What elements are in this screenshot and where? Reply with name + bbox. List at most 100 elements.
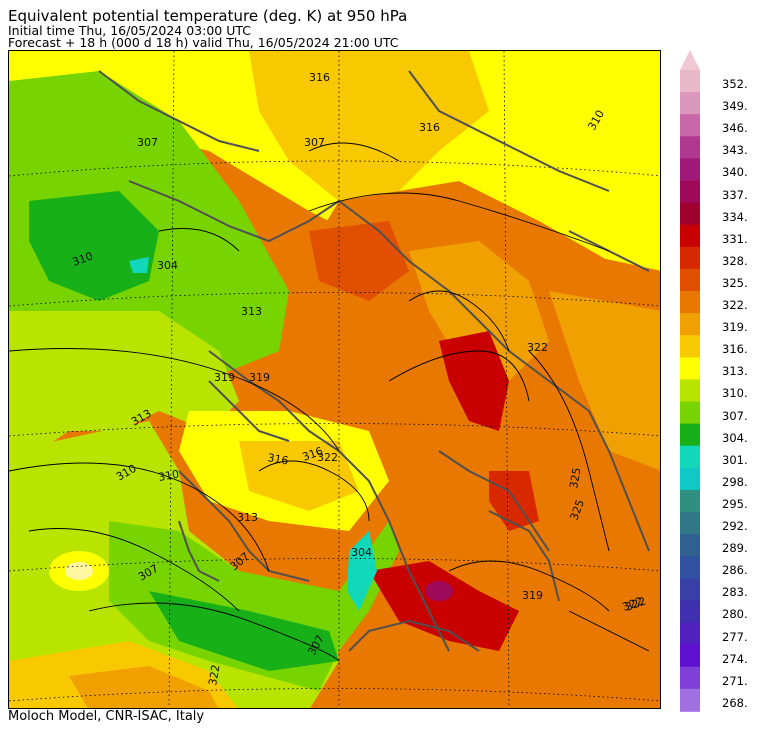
contour-label: 322 — [206, 664, 222, 687]
colorbar-level-label: 304. — [722, 430, 748, 445]
contour-label: 319 — [522, 589, 543, 602]
colorbar-top-arrow — [680, 50, 700, 70]
colorbar-level-label: 301. — [722, 452, 748, 467]
colorbar-level-label: 280. — [722, 607, 748, 622]
colorbar-level-label: 295. — [722, 496, 748, 511]
colorbar-swatch — [680, 224, 700, 248]
colorbar-swatch — [680, 423, 700, 447]
colorbar-swatch — [680, 357, 700, 380]
colorbar-swatch — [680, 379, 700, 402]
colorbar-swatch — [680, 180, 700, 204]
colorbar-level-label: 298. — [722, 474, 748, 489]
colorbar-swatch — [680, 158, 700, 181]
forecast-valid-time: Forecast + 18 h (000 d 18 h) valid Thu, … — [8, 35, 399, 50]
colorbar-level-label: 274. — [722, 651, 748, 666]
colorbar-level-label: 319. — [722, 320, 748, 335]
contour-label: 313 — [241, 305, 262, 318]
colorbar-level-label: 343. — [722, 143, 748, 158]
colorbar-swatch — [680, 70, 700, 93]
colorbar-level-label: 271. — [722, 673, 748, 688]
field-dark-orange-north — [309, 221, 409, 301]
contour-label: 313 — [237, 511, 258, 524]
colorbar-swatch — [680, 512, 700, 535]
colorbar-swatch — [680, 489, 700, 513]
colorbar-level-label: 313. — [722, 364, 748, 379]
field-pale-patch-sw — [65, 562, 93, 580]
contour-label: 322 — [527, 341, 548, 354]
colorbar-swatch — [680, 622, 700, 646]
colorbar-level-label: 307. — [722, 408, 748, 423]
field-dark-green-west — [29, 191, 159, 301]
contour-label: 316 — [309, 71, 330, 84]
contour-label: 322 — [317, 451, 338, 464]
colorbar-swatch — [680, 556, 700, 579]
field-red-core-adriatic — [439, 331, 509, 431]
colorbar — [680, 50, 700, 712]
colorbar-swatch — [680, 688, 700, 712]
colorbar-swatch — [680, 467, 700, 491]
colorbar-swatch — [680, 202, 700, 226]
contour-label: 316 — [266, 451, 289, 467]
field-dark-green-sea — [149, 591, 339, 671]
colorbar-swatch — [680, 401, 700, 425]
colorbar-level-label: 283. — [722, 585, 748, 600]
field-gold-central — [239, 441, 359, 511]
field-gold-north — [249, 51, 489, 201]
colorbar-level-label: 316. — [722, 342, 748, 357]
colorbar-swatch — [680, 578, 700, 601]
colorbar-level-label: 277. — [722, 629, 748, 644]
field-red-core-south — [369, 561, 519, 651]
colorbar-level-label: 334. — [722, 209, 748, 224]
graticule — [9, 51, 660, 708]
field-magenta-core — [425, 581, 453, 601]
contour-label: 325 — [567, 467, 583, 490]
field-amber-east — [409, 241, 549, 381]
chart-title: Equivalent potential temperature (deg. K… — [8, 7, 408, 25]
map-panel: 307 310 313 316 319 322 325 322 316 310 313 307 310 3… — [8, 50, 661, 709]
contour-label: 319 — [249, 371, 270, 384]
colorbar-level-label: 337. — [722, 187, 748, 202]
contour-label: 310 — [157, 468, 180, 484]
colorbar-swatch — [680, 335, 700, 358]
initial-time: Initial time Thu, 16/05/2024 03:00 UTC — [8, 23, 251, 38]
field-lime-west — [9, 311, 239, 471]
colorbar-swatch — [680, 114, 700, 137]
contour-label: 304 — [351, 546, 372, 559]
colorbar-level-label: 292. — [722, 519, 748, 533]
colorbar-level-label: 331. — [722, 231, 748, 246]
colorbar-swatch — [680, 92, 700, 115]
colorbar-swatch — [680, 268, 700, 292]
contour-label: 304 — [157, 259, 178, 272]
model-credit: Moloch Model, CNR-ISAC, Italy — [8, 709, 205, 724]
colorbar-level-label: 310. — [722, 386, 748, 401]
field-amber-bottom-left — [69, 666, 218, 708]
colorbar-swatch — [680, 445, 700, 469]
field-amber-far-east — [549, 291, 660, 471]
colorbar-level-label: 325. — [722, 275, 748, 290]
colorbar-swatch — [680, 600, 700, 623]
contour-label: 316 — [419, 121, 440, 134]
colorbar-level-label: 328. — [722, 253, 748, 268]
contour-label: 307 — [304, 136, 325, 149]
colorbar-level-label: 322. — [722, 298, 748, 312]
colorbar-level-label: 349. — [722, 99, 748, 114]
colorbar-swatch — [680, 313, 700, 336]
field-cyan-patch-west — [129, 257, 149, 273]
colorbar-swatch — [680, 534, 700, 557]
colorbar-swatch — [680, 291, 700, 314]
contour-label: 319 — [214, 371, 235, 384]
contour-lines — [9, 142, 650, 662]
colorbar-level-label: 346. — [722, 121, 748, 136]
field-cyan-patch — [347, 531, 377, 611]
colorbar-bottom-arrow — [680, 710, 700, 712]
colorbar-swatch — [680, 666, 700, 690]
colorbar-level-label: 268. — [722, 695, 748, 710]
colorbar-level-label: 352. — [722, 77, 748, 91]
colorbar-swatch — [680, 644, 700, 668]
colorbar-swatch — [680, 136, 700, 159]
colorbar-level-label: 289. — [722, 541, 748, 556]
colorbar-swatch — [680, 246, 700, 270]
colorbar-level-label: 340. — [722, 165, 748, 180]
